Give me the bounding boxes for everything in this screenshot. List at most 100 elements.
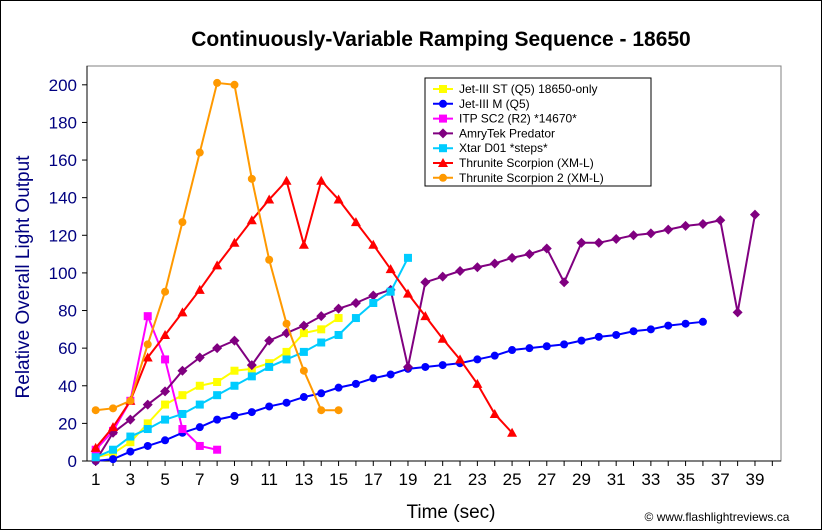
x-tick-label: 5 — [160, 470, 169, 489]
data-point — [143, 340, 152, 349]
series-1 — [91, 314, 343, 462]
series-5 — [91, 253, 412, 462]
data-point — [299, 347, 308, 356]
data-point — [524, 249, 535, 260]
x-tick-label: 17 — [364, 470, 383, 489]
data-point — [247, 408, 256, 417]
y-tick-label: 160 — [49, 151, 77, 170]
x-tick-label: 37 — [711, 470, 730, 489]
legend-item: Xtar D01 *steps* — [433, 141, 548, 155]
data-point — [576, 237, 587, 248]
x-tick-label: 3 — [126, 470, 135, 489]
data-point — [681, 319, 690, 328]
data-point — [282, 355, 291, 364]
data-point — [368, 290, 379, 301]
data-point — [264, 194, 275, 204]
data-point — [525, 344, 534, 353]
legend-item: ITP SC2 (R2) *14670* — [433, 112, 577, 126]
data-point — [698, 317, 707, 326]
data-point — [109, 404, 118, 413]
data-point — [177, 307, 188, 317]
data-point — [732, 307, 743, 318]
data-point — [334, 406, 343, 415]
data-point — [265, 402, 274, 411]
data-point — [420, 277, 431, 288]
data-point — [612, 330, 621, 339]
data-point — [334, 314, 343, 323]
x-tick-label: 39 — [746, 470, 765, 489]
x-tick-label: 23 — [468, 470, 487, 489]
x-tick-label: 7 — [195, 470, 204, 489]
data-point — [749, 209, 760, 220]
legend-marker — [439, 99, 447, 108]
x-tick-label: 29 — [572, 470, 591, 489]
data-point — [230, 411, 239, 420]
series-marks — [90, 78, 760, 466]
data-point — [178, 409, 187, 418]
data-point — [438, 361, 447, 370]
data-point — [213, 445, 222, 454]
data-point — [178, 425, 187, 434]
data-point — [109, 445, 118, 454]
data-point — [645, 228, 656, 239]
data-point — [161, 287, 170, 296]
legend-label: Jet-III ST (Q5) 18650-only — [459, 82, 598, 96]
data-point — [108, 422, 119, 432]
data-point — [230, 366, 239, 375]
data-point — [143, 312, 152, 321]
y-tick-label: 120 — [49, 226, 77, 245]
data-point — [143, 441, 152, 450]
data-point — [160, 329, 171, 339]
data-point — [109, 455, 118, 464]
data-point — [577, 336, 586, 345]
data-point — [368, 239, 379, 249]
data-point — [542, 342, 551, 351]
data-point — [160, 386, 171, 397]
legend-marker — [439, 85, 447, 93]
data-point — [281, 175, 292, 185]
data-point — [316, 311, 327, 322]
x-tick-label: 13 — [294, 470, 313, 489]
data-point — [298, 239, 309, 249]
data-point — [246, 360, 257, 371]
credit-text: © www.flashlightreviews.ca — [645, 510, 790, 524]
data-point — [195, 423, 204, 432]
data-point — [126, 396, 135, 405]
legend-marker — [439, 114, 447, 123]
data-point — [142, 352, 153, 362]
data-point — [611, 234, 622, 245]
data-point — [299, 329, 308, 338]
data-point — [508, 346, 517, 355]
data-point — [403, 253, 412, 262]
x-tick-label: 33 — [641, 470, 660, 489]
data-point — [420, 311, 431, 321]
data-point — [334, 383, 343, 392]
data-point — [334, 330, 343, 339]
legend-marker — [438, 158, 448, 167]
y-tick-label: 40 — [58, 377, 77, 396]
data-point — [143, 419, 152, 428]
legend-label: AmryTek Predator — [459, 126, 555, 140]
data-point — [161, 400, 170, 409]
y-tick-label: 140 — [49, 189, 77, 208]
data-point — [213, 378, 222, 386]
data-point — [161, 415, 170, 424]
data-point — [351, 314, 360, 323]
y-tick-label: 80 — [58, 302, 77, 321]
data-point — [472, 378, 483, 388]
data-point — [333, 194, 344, 204]
legend-label: ITP SC2 (R2) *14670* — [459, 112, 577, 126]
series-7 — [91, 78, 343, 415]
legend-item: Jet-III ST (Q5) 18650-only — [433, 82, 598, 96]
legend-marker — [439, 144, 447, 153]
data-point — [316, 175, 327, 185]
data-point — [264, 335, 275, 346]
data-point — [299, 393, 308, 402]
data-point — [350, 217, 361, 227]
data-point — [437, 271, 448, 282]
data-point — [246, 215, 257, 225]
data-point — [195, 381, 204, 390]
